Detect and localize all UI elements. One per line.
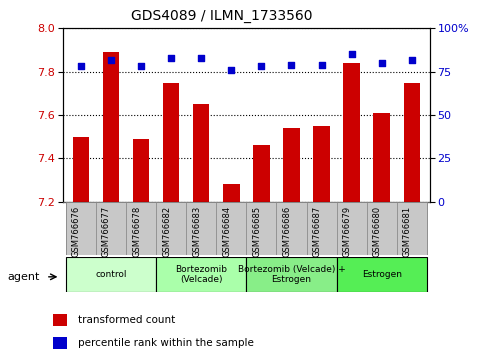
Bar bbox=[66, 202, 96, 255]
Bar bbox=[133, 139, 149, 202]
Bar bbox=[307, 202, 337, 255]
Bar bbox=[337, 257, 427, 292]
Bar bbox=[96, 202, 126, 255]
Bar bbox=[126, 202, 156, 255]
Point bbox=[167, 55, 175, 61]
Bar bbox=[72, 137, 89, 202]
Bar bbox=[343, 63, 360, 202]
Bar bbox=[373, 113, 390, 202]
Point bbox=[257, 64, 265, 69]
Bar bbox=[397, 202, 427, 255]
Bar bbox=[367, 202, 397, 255]
Point bbox=[107, 57, 115, 62]
Text: GSM766681: GSM766681 bbox=[403, 206, 412, 257]
Text: Bortezomib
(Velcade): Bortezomib (Velcade) bbox=[175, 265, 227, 284]
Bar bbox=[66, 257, 156, 292]
Text: GSM766683: GSM766683 bbox=[192, 206, 201, 257]
Text: agent: agent bbox=[7, 272, 40, 282]
Bar bbox=[253, 145, 270, 202]
Point bbox=[287, 62, 295, 68]
Text: GSM766676: GSM766676 bbox=[72, 206, 81, 257]
Point bbox=[227, 67, 235, 73]
Text: GSM766678: GSM766678 bbox=[132, 206, 141, 257]
Point bbox=[378, 60, 385, 66]
Bar bbox=[403, 82, 420, 202]
Text: GSM766685: GSM766685 bbox=[253, 206, 261, 257]
Bar bbox=[283, 128, 300, 202]
Bar bbox=[193, 104, 210, 202]
Bar bbox=[186, 202, 216, 255]
Bar bbox=[156, 202, 186, 255]
Text: Estrogen: Estrogen bbox=[362, 270, 402, 279]
Text: GSM766687: GSM766687 bbox=[313, 206, 322, 257]
Text: GSM766684: GSM766684 bbox=[222, 206, 231, 257]
Bar bbox=[156, 257, 246, 292]
Bar bbox=[216, 202, 246, 255]
Bar bbox=[276, 202, 307, 255]
Bar bbox=[246, 202, 276, 255]
Bar bbox=[246, 257, 337, 292]
Text: GSM766686: GSM766686 bbox=[283, 206, 291, 257]
Bar bbox=[337, 202, 367, 255]
Text: GSM766679: GSM766679 bbox=[342, 206, 352, 257]
Point bbox=[198, 55, 205, 61]
Point bbox=[318, 62, 326, 68]
Bar bbox=[313, 126, 330, 202]
Text: Bortezomib (Velcade) +
Estrogen: Bortezomib (Velcade) + Estrogen bbox=[238, 265, 345, 284]
Text: transformed count: transformed count bbox=[78, 315, 175, 325]
Text: GSM766680: GSM766680 bbox=[373, 206, 382, 257]
Bar bbox=[53, 337, 67, 349]
Bar bbox=[103, 52, 119, 202]
Point bbox=[137, 64, 145, 69]
Bar bbox=[223, 184, 240, 202]
Point bbox=[77, 64, 85, 69]
Text: GDS4089 / ILMN_1733560: GDS4089 / ILMN_1733560 bbox=[131, 9, 313, 23]
Text: control: control bbox=[95, 270, 127, 279]
Text: GSM766677: GSM766677 bbox=[102, 206, 111, 257]
Bar bbox=[163, 82, 179, 202]
Point bbox=[348, 52, 355, 57]
Text: GSM766682: GSM766682 bbox=[162, 206, 171, 257]
Text: percentile rank within the sample: percentile rank within the sample bbox=[78, 338, 254, 348]
Bar bbox=[53, 314, 67, 326]
Point bbox=[408, 57, 416, 62]
